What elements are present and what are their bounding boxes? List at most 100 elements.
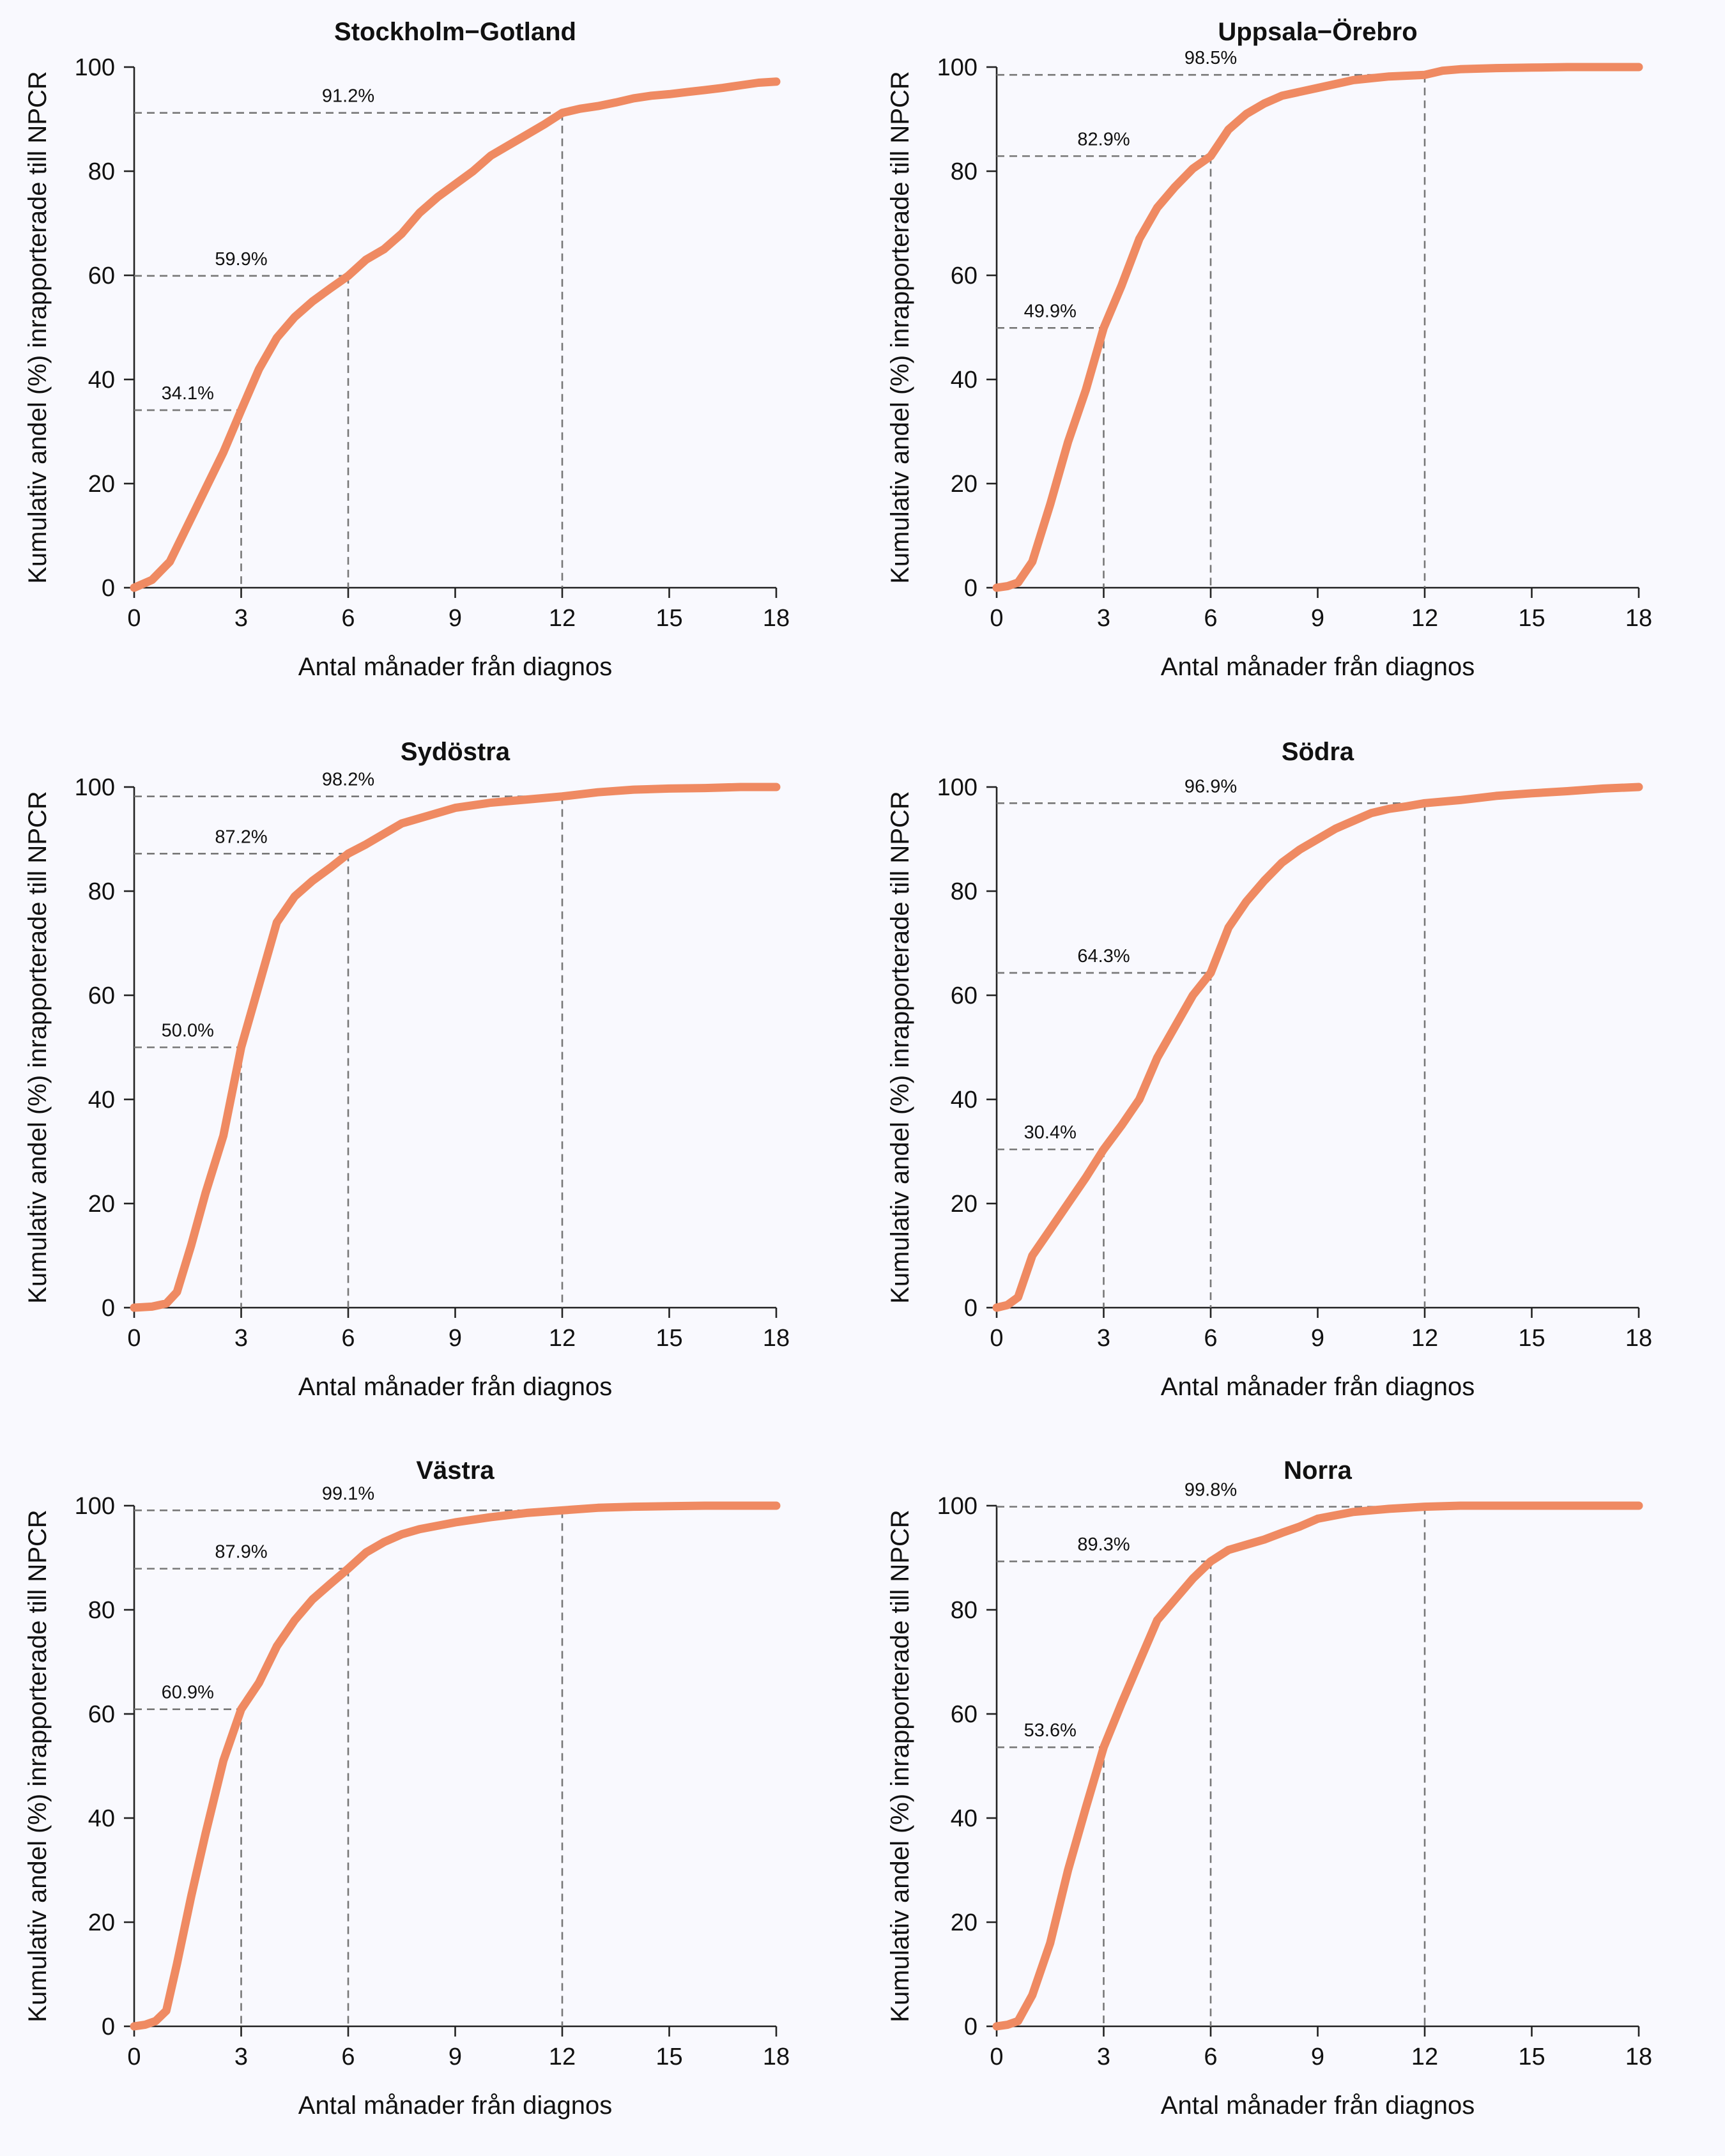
x-axis-title: Antal månader från diagnos: [1161, 2091, 1475, 2120]
x-axis-title: Antal månader från diagnos: [298, 2091, 612, 2120]
percent-annotation: 82.9%: [1077, 129, 1130, 149]
y-axis-title: Kumulativ andel (%) inrapporterade till …: [886, 791, 914, 1304]
y-tick-label: 20: [951, 471, 977, 498]
y-tick-label: 60: [88, 263, 115, 289]
y-tick-label: 40: [88, 367, 115, 394]
y-tick-label: 0: [964, 2014, 977, 2040]
y-tick-label: 20: [88, 1191, 115, 1218]
percent-annotation: 99.1%: [322, 1483, 374, 1504]
x-tick-label: 3: [1097, 1325, 1110, 1352]
percent-annotation: 99.8%: [1184, 1480, 1237, 1501]
y-tick-label: 100: [75, 1493, 115, 1520]
y-tick-label: 0: [102, 575, 115, 602]
x-tick-label: 6: [341, 605, 355, 632]
y-tick-label: 20: [951, 1191, 977, 1218]
percent-annotation: 34.1%: [162, 383, 214, 404]
x-tick-label: 12: [549, 2044, 576, 2070]
y-tick-label: 40: [951, 1087, 977, 1113]
y-tick-label: 80: [951, 1597, 977, 1624]
y-tick-label: 20: [951, 1909, 977, 1936]
y-tick-label: 100: [937, 774, 977, 801]
y-tick-label: 40: [951, 1805, 977, 1832]
series-line: [992, 783, 1643, 1312]
x-tick-label: 3: [234, 2044, 248, 2070]
chart-title: Norra: [1284, 1456, 1352, 1485]
y-tick-label: 100: [937, 54, 977, 81]
x-tick-label: 9: [1311, 2044, 1324, 2070]
percent-annotation: 64.3%: [1077, 946, 1130, 967]
percent-annotation: 98.2%: [322, 770, 374, 790]
chart-panel-4: Södra 0 20 40 60 80 100 0 3 6 9 12 15 18 Antal månader…: [886, 738, 1652, 1401]
x-tick-label: 18: [1625, 1325, 1652, 1352]
x-axis-title: Antal månader från diagnos: [1161, 653, 1475, 681]
y-tick-label: 0: [964, 575, 977, 602]
chart-title: Södra: [1282, 738, 1354, 766]
x-tick-label: 18: [763, 1325, 790, 1352]
x-tick-label: 0: [990, 2044, 1003, 2070]
x-axis-title: Antal månader från diagnos: [298, 1373, 612, 1401]
x-tick-label: 3: [234, 1325, 248, 1352]
chart-panel-6: Norra 0 20 40 60 80 100 0 3 6 9 12 15 18 Antal månader…: [886, 1456, 1652, 2120]
y-tick-label: 80: [88, 158, 115, 185]
x-tick-label: 12: [1411, 2044, 1438, 2070]
x-tick-label: 0: [127, 1325, 141, 1352]
x-tick-label: 6: [341, 2044, 355, 2070]
x-tick-label: 12: [1411, 1325, 1438, 1352]
percent-annotation: 89.3%: [1077, 1534, 1130, 1555]
x-tick-label: 6: [1204, 1325, 1217, 1352]
percent-annotation: 91.2%: [322, 86, 374, 107]
x-tick-label: 18: [763, 2044, 790, 2070]
x-tick-label: 18: [1625, 605, 1652, 632]
x-tick-label: 12: [1411, 605, 1438, 632]
x-tick-label: 0: [127, 605, 141, 632]
y-axis-title: Kumulativ andel (%) inrapporterade till …: [886, 1510, 914, 2022]
x-tick-label: 9: [448, 1325, 462, 1352]
x-tick-label: 9: [448, 605, 462, 632]
percent-annotation: 53.6%: [1024, 1720, 1077, 1741]
y-tick-label: 0: [102, 1295, 115, 1322]
y-axis-title: Kumulativ andel (%) inrapporterade till …: [24, 71, 52, 584]
y-axis-title: Kumulativ andel (%) inrapporterade till …: [24, 1510, 52, 2022]
series-line: [992, 1501, 1643, 2031]
x-tick-label: 15: [656, 2044, 682, 2070]
y-tick-label: 0: [102, 2014, 115, 2040]
y-axis-title: Kumulativ andel (%) inrapporterade till …: [886, 71, 914, 584]
percent-annotation: 60.9%: [162, 1683, 214, 1703]
y-tick-label: 60: [951, 263, 977, 289]
percent-annotation: 98.5%: [1184, 48, 1237, 68]
x-tick-label: 6: [341, 1325, 355, 1352]
chart-title: Stockholm−Gotland: [334, 18, 576, 46]
y-tick-label: 60: [951, 982, 977, 1009]
percent-annotation: 96.9%: [1184, 776, 1237, 797]
x-tick-label: 6: [1204, 605, 1217, 632]
x-tick-label: 15: [1518, 605, 1545, 632]
y-tick-label: 80: [88, 1597, 115, 1624]
x-tick-label: 15: [656, 605, 682, 632]
y-tick-label: 80: [951, 158, 977, 185]
chart-panel-3: Sydöstra 0 20 40 60 80 100 0 3 6 9 12 15 18 Antal måna…: [24, 738, 790, 1401]
y-tick-label: 40: [88, 1087, 115, 1113]
y-axis-title: Kumulativ andel (%) inrapporterade till …: [24, 791, 52, 1304]
x-tick-label: 0: [990, 1325, 1003, 1352]
series-line: [130, 77, 781, 592]
chart-panel-1: Stockholm−Gotland 0 20 40 60 80 100 0 3 6 9 12 15 18 A…: [24, 18, 790, 681]
percent-annotation: 30.4%: [1024, 1122, 1077, 1143]
x-tick-label: 9: [1311, 1325, 1324, 1352]
series-line: [130, 783, 781, 1312]
x-tick-label: 15: [1518, 1325, 1545, 1352]
y-tick-label: 80: [951, 878, 977, 905]
y-tick-label: 20: [88, 1909, 115, 1936]
percent-annotation: 87.9%: [215, 1542, 267, 1563]
chart-title: Uppsala−Örebro: [1218, 17, 1417, 46]
y-tick-label: 100: [75, 774, 115, 801]
y-tick-label: 60: [88, 1701, 115, 1728]
x-tick-label: 0: [990, 605, 1003, 632]
x-tick-label: 3: [1097, 605, 1110, 632]
x-tick-label: 18: [763, 605, 790, 632]
y-tick-label: 60: [88, 982, 115, 1009]
y-tick-label: 60: [951, 1701, 977, 1728]
y-tick-label: 20: [88, 471, 115, 498]
chart-title: Västra: [416, 1456, 494, 1485]
chart-panel-5: Västra 0 20 40 60 80 100 0 3 6 9 12 15 18 Antal månade…: [24, 1456, 790, 2120]
